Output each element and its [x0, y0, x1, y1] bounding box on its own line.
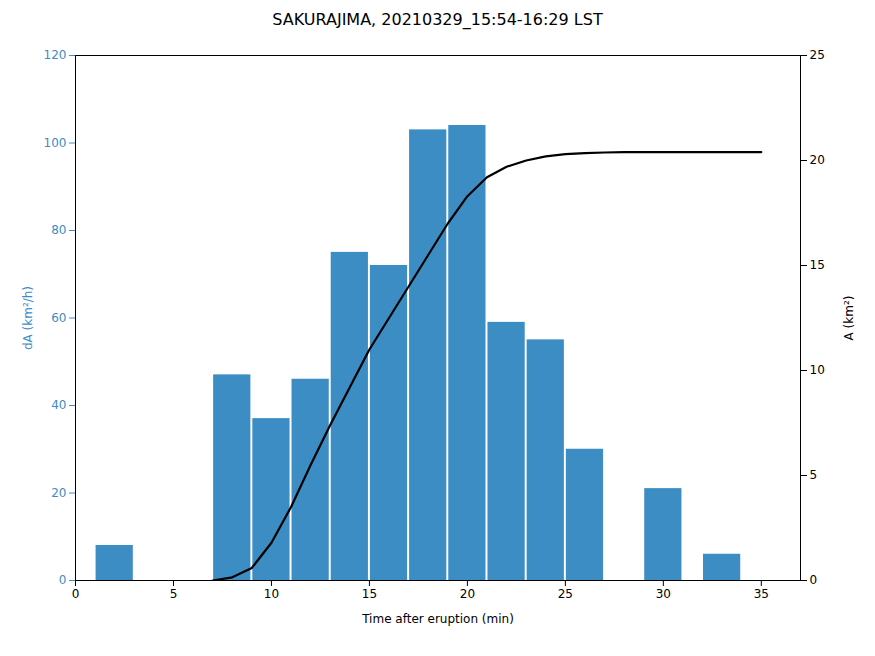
svg-text:60: 60: [51, 311, 66, 325]
svg-text:35: 35: [754, 587, 769, 601]
svg-text:20: 20: [460, 587, 475, 601]
svg-text:A (km²): A (km²): [842, 296, 856, 341]
svg-text:30: 30: [656, 587, 671, 601]
svg-text:25: 25: [810, 48, 825, 62]
svg-text:10: 10: [810, 363, 825, 377]
svg-text:20: 20: [810, 153, 825, 167]
svg-text:0: 0: [59, 573, 67, 587]
svg-text:5: 5: [810, 468, 818, 482]
svg-text:20: 20: [51, 486, 66, 500]
html-text:SAKURAJIMA, 20210329_15:54-16:: SAKURAJIMA, 20210329_15:54-16:29 LST: [272, 10, 603, 29]
svg-text:dA (km²/h): dA (km²/h): [21, 286, 35, 350]
svg-text:0: 0: [72, 587, 80, 601]
svg-text:100: 100: [44, 136, 67, 150]
svg-text:0: 0: [810, 573, 818, 587]
svg-text:15: 15: [362, 587, 377, 601]
svg-text:Time after eruption (min): Time after eruption (min): [361, 612, 514, 626]
svg-text:5: 5: [170, 587, 178, 601]
svg-text:40: 40: [51, 398, 66, 412]
svg-text:80: 80: [51, 223, 66, 237]
svg-text:120: 120: [44, 48, 67, 62]
svg-text:25: 25: [558, 587, 573, 601]
svg-text:15: 15: [810, 258, 825, 272]
svg-text:10: 10: [264, 587, 279, 601]
